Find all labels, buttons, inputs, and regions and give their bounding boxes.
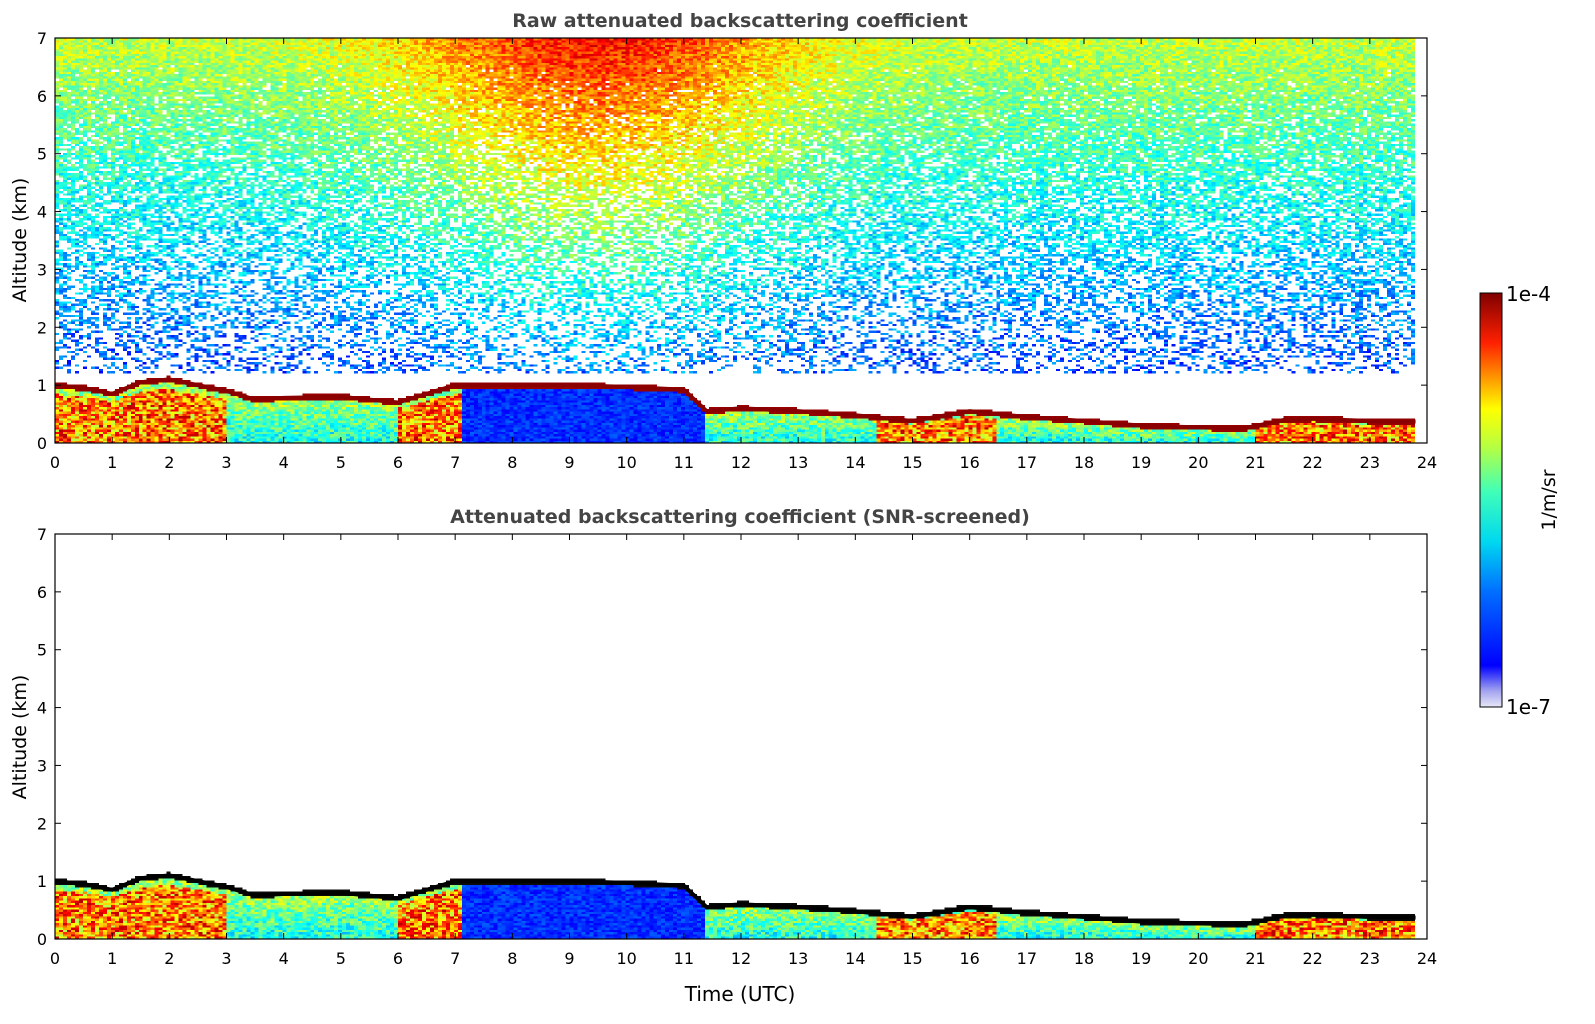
x-tick-label: 18	[1074, 949, 1094, 968]
y-tick-label: 2	[37, 318, 47, 337]
x-axis-label: Time (UTC)	[684, 982, 796, 1006]
y-tick-label: 6	[37, 583, 47, 602]
x-tick-label: 23	[1360, 453, 1380, 472]
x-tick-label: 2	[164, 453, 174, 472]
y-tick-label: 1	[37, 376, 47, 395]
x-tick-label: 7	[450, 453, 460, 472]
y-tick-label: 4	[37, 203, 47, 222]
x-tick-label: 3	[221, 453, 231, 472]
x-tick-label: 14	[845, 453, 865, 472]
x-tick-label: 6	[393, 949, 403, 968]
x-tick-label: 1	[107, 949, 117, 968]
x-tick-label: 0	[50, 949, 60, 968]
x-tick-label: 8	[507, 949, 517, 968]
x-tick-label: 11	[674, 453, 694, 472]
y-tick-label: 0	[37, 930, 47, 949]
x-axis: 0 1 2 3 4 5 6 7 8 9 10 11 12 13 14 15 16 17 18 19 20 21 22 23 24	[50, 38, 1437, 472]
x-tick-label: 23	[1360, 949, 1380, 968]
chart-title: Attenuated backscattering coefficient (S…	[450, 506, 1030, 528]
x-tick-label: 17	[1017, 949, 1037, 968]
x-tick-label: 0	[50, 453, 60, 472]
backscatter-heatmap	[55, 534, 1427, 939]
x-tick-label: 22	[1302, 453, 1322, 472]
x-tick-label: 10	[616, 949, 636, 968]
x-tick-label: 2	[164, 949, 174, 968]
boundary-layer-line	[54, 873, 1416, 927]
colorbar: 1e-4 1e-7 1/m/sr	[1479, 282, 1560, 719]
x-tick-label: 15	[902, 949, 922, 968]
colorbar-max-label: 1e-4	[1506, 282, 1551, 306]
backscatter-field	[54, 38, 1427, 443]
backscatter-heatmap	[55, 38, 1427, 443]
x-tick-label: 22	[1302, 949, 1322, 968]
y-tick-label: 3	[37, 756, 47, 775]
x-tick-label: 6	[393, 453, 403, 472]
y-axis-label: Altitude (km)	[9, 675, 31, 800]
x-tick-label: 18	[1074, 453, 1094, 472]
y-axis: 0 1 2 3 4 5 6 7	[37, 525, 1427, 949]
y-tick-label: 3	[37, 260, 47, 279]
x-tick-label: 24	[1417, 949, 1437, 968]
x-axis: 0 1 2 3 4 5 6 7 8 9 10 11 12 13 14 15 16 17 18 19 20 21 22 23 24	[50, 534, 1437, 968]
x-tick-label: 7	[450, 949, 460, 968]
chart-title: Raw attenuated backscattering coefficien…	[512, 10, 968, 32]
x-tick-label: 13	[788, 453, 808, 472]
y-tick-label: 6	[37, 87, 47, 106]
colorbar-unit-label: 1/m/sr	[1538, 469, 1560, 530]
y-tick-label: 5	[37, 641, 47, 660]
x-tick-label: 4	[279, 453, 289, 472]
panel-raw: Raw attenuated backscattering coefficien…	[9, 10, 1437, 472]
y-tick-label: 4	[37, 699, 47, 718]
x-tick-label: 10	[616, 453, 636, 472]
x-tick-label: 9	[564, 949, 574, 968]
colorbar-min-label: 1e-7	[1506, 695, 1551, 719]
x-tick-label: 13	[788, 949, 808, 968]
y-axis-label: Altitude (km)	[9, 178, 31, 303]
x-tick-label: 1	[107, 453, 117, 472]
x-tick-label: 19	[1131, 949, 1151, 968]
boundary-layer-line	[54, 377, 1416, 431]
x-tick-label: 21	[1245, 949, 1265, 968]
x-tick-label: 14	[845, 949, 865, 968]
y-tick-label: 1	[37, 872, 47, 891]
x-tick-label: 24	[1417, 453, 1437, 472]
y-tick-label: 7	[37, 525, 47, 544]
x-tick-label: 5	[336, 949, 346, 968]
colorbar-gradient	[1479, 292, 1503, 708]
panel-screened: Attenuated backscattering coefficient (S…	[9, 506, 1437, 1006]
x-tick-label: 20	[1188, 453, 1208, 472]
x-tick-label: 19	[1131, 453, 1151, 472]
backscatter-field	[54, 534, 1427, 939]
y-axis: 0 1 2 3 4 5 6 7	[37, 29, 1427, 453]
y-tick-label: 5	[37, 145, 47, 164]
y-tick-label: 7	[37, 29, 47, 48]
x-tick-label: 16	[959, 453, 979, 472]
x-tick-label: 20	[1188, 949, 1208, 968]
x-tick-label: 21	[1245, 453, 1265, 472]
x-tick-label: 12	[731, 453, 751, 472]
x-tick-label: 11	[674, 949, 694, 968]
x-tick-label: 17	[1017, 453, 1037, 472]
x-tick-label: 9	[564, 453, 574, 472]
x-tick-label: 16	[959, 949, 979, 968]
y-tick-label: 2	[37, 814, 47, 833]
x-tick-label: 8	[507, 453, 517, 472]
y-tick-label: 0	[37, 434, 47, 453]
x-tick-label: 12	[731, 949, 751, 968]
x-tick-label: 15	[902, 453, 922, 472]
x-tick-label: 3	[221, 949, 231, 968]
x-tick-label: 5	[336, 453, 346, 472]
x-tick-label: 4	[279, 949, 289, 968]
